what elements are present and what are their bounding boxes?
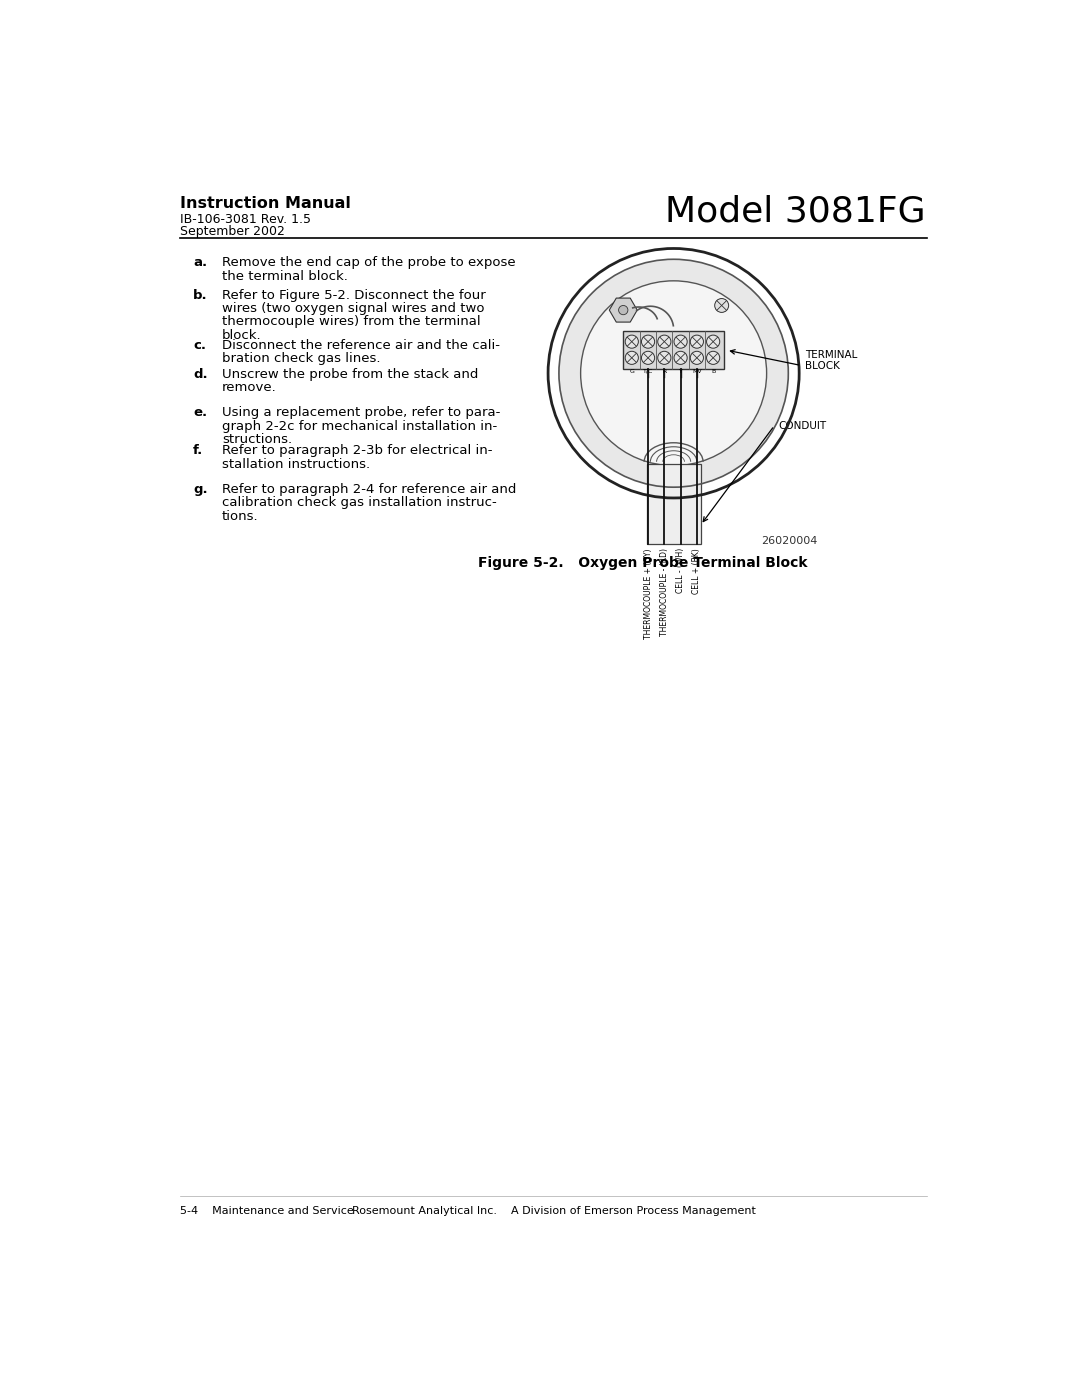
Text: CONDUIT: CONDUIT	[779, 420, 826, 430]
Text: Instruction Manual: Instruction Manual	[180, 196, 351, 211]
Text: Model 3081FG: Model 3081FG	[665, 194, 926, 229]
Text: Y: Y	[678, 369, 683, 373]
Polygon shape	[609, 298, 637, 323]
Text: remove.: remove.	[221, 381, 276, 394]
Text: tions.: tions.	[221, 510, 258, 522]
Bar	[623, 331, 724, 369]
Text: Unscrew the probe from the stack and: Unscrew the probe from the stack and	[221, 367, 478, 381]
Text: calibration check gas installation instruc-: calibration check gas installation instr…	[221, 496, 497, 509]
Circle shape	[625, 335, 638, 348]
Text: graph 2-2c for mechanical installation in-: graph 2-2c for mechanical installation i…	[221, 420, 497, 433]
Text: Refer to Figure 5-2. Disconnect the four: Refer to Figure 5-2. Disconnect the four	[221, 289, 486, 302]
Text: stallation instructions.: stallation instructions.	[221, 458, 370, 471]
Text: Refer to paragraph 2-3b for electrical in-: Refer to paragraph 2-3b for electrical i…	[221, 444, 492, 457]
Text: Rosemount Analytical Inc.    A Division of Emerson Process Management: Rosemount Analytical Inc. A Division of …	[352, 1207, 755, 1217]
Circle shape	[690, 351, 703, 365]
Text: TERMINAL: TERMINAL	[806, 351, 858, 360]
Text: B: B	[711, 369, 715, 373]
Circle shape	[715, 299, 729, 313]
Text: 5-4    Maintenance and Service: 5-4 Maintenance and Service	[180, 1207, 354, 1217]
Text: structions.: structions.	[221, 433, 292, 446]
Circle shape	[658, 351, 671, 365]
Circle shape	[548, 249, 799, 497]
Circle shape	[658, 335, 671, 348]
Text: g.: g.	[193, 482, 207, 496]
Text: THERMOCOUPLE - (RD): THERMOCOUPLE - (RD)	[660, 548, 669, 636]
Text: d.: d.	[193, 367, 207, 381]
Circle shape	[706, 351, 719, 365]
Circle shape	[625, 351, 638, 365]
Text: 26020004: 26020004	[760, 536, 816, 546]
Text: September 2002: September 2002	[180, 225, 285, 239]
Text: f.: f.	[193, 444, 203, 457]
Text: CELL - (WH): CELL - (WH)	[676, 548, 685, 594]
Text: Figure 5-2.   Oxygen Probe Terminal Block: Figure 5-2. Oxygen Probe Terminal Block	[477, 556, 808, 570]
Text: IB-106-3081 Rev. 1.5: IB-106-3081 Rev. 1.5	[180, 214, 311, 226]
Circle shape	[674, 335, 687, 348]
Bar	[647, 464, 701, 545]
Text: CELL + (BK): CELL + (BK)	[692, 548, 701, 594]
Text: the terminal block.: the terminal block.	[221, 270, 348, 282]
Text: e.: e.	[193, 407, 207, 419]
Text: T/C: T/C	[643, 369, 653, 373]
Circle shape	[619, 306, 627, 314]
Circle shape	[642, 351, 654, 365]
Text: MV: MV	[692, 369, 702, 373]
Text: a.: a.	[193, 256, 207, 270]
Text: wires (two oxygen signal wires and two: wires (two oxygen signal wires and two	[221, 302, 484, 314]
Text: Remove the end cap of the probe to expose: Remove the end cap of the probe to expos…	[221, 256, 515, 270]
Text: thermocouple wires) from the terminal: thermocouple wires) from the terminal	[221, 316, 481, 328]
Text: Using a replacement probe, refer to para-: Using a replacement probe, refer to para…	[221, 407, 500, 419]
Text: BLOCK: BLOCK	[806, 360, 840, 372]
Text: c.: c.	[193, 338, 206, 352]
Text: G: G	[630, 369, 634, 373]
Circle shape	[706, 335, 719, 348]
Circle shape	[642, 335, 654, 348]
Text: bration check gas lines.: bration check gas lines.	[221, 352, 380, 365]
Text: Disconnect the reference air and the cali-: Disconnect the reference air and the cal…	[221, 338, 500, 352]
Circle shape	[581, 281, 767, 465]
Circle shape	[674, 351, 687, 365]
Text: Refer to paragraph 2-4 for reference air and: Refer to paragraph 2-4 for reference air…	[221, 482, 516, 496]
Text: R: R	[662, 369, 666, 373]
Circle shape	[690, 335, 703, 348]
Text: block.: block.	[221, 328, 261, 342]
Text: b.: b.	[193, 289, 207, 302]
Text: THERMOCOUPLE + (GY): THERMOCOUPLE + (GY)	[644, 548, 652, 638]
